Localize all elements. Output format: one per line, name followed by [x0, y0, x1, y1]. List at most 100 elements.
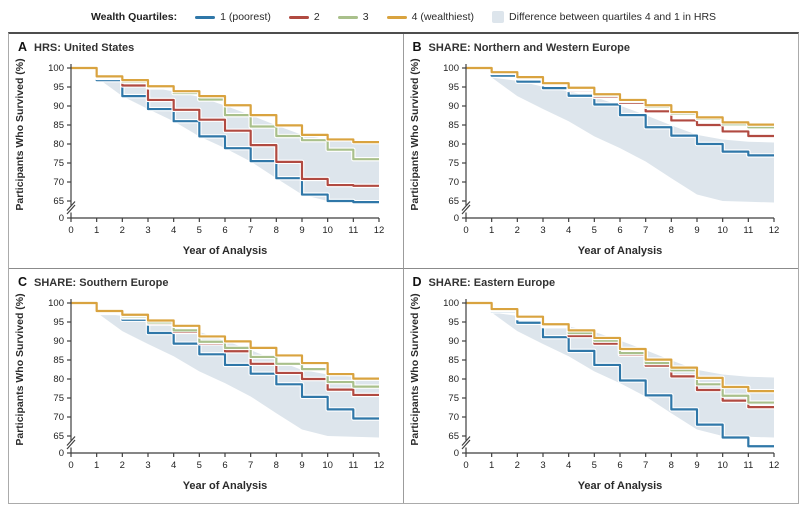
y-axis-title: Participants Who Survived (%)	[14, 293, 26, 445]
x-tick-label: 10	[717, 460, 728, 471]
quartile-1-curve	[465, 66, 774, 157]
y-tick-label: 90	[53, 101, 64, 112]
x-tick-label: 3	[540, 225, 545, 236]
y-tick-label: 70	[448, 412, 459, 423]
panel-a-title: A HRS: United States	[9, 37, 403, 56]
x-tick-label: 4	[566, 460, 571, 471]
x-tick-label: 6	[222, 225, 227, 236]
legend-title: Wealth Quartiles:	[90, 11, 178, 23]
legend-item-quartile-2: 2	[288, 11, 320, 23]
y-tick-label: 70	[448, 177, 459, 188]
quartile-4-curve	[71, 301, 379, 380]
y-tick-label: 85	[448, 355, 459, 366]
hrs-difference-band	[491, 312, 774, 438]
y-tick-label: 100	[48, 298, 64, 309]
x-tick-label: 9	[694, 225, 699, 236]
y-tick-label: 95	[53, 317, 64, 328]
panel-title-text: SHARE: Northern and Western Europe	[428, 42, 631, 54]
x-tick-label: 7	[248, 460, 253, 471]
x-tick-label: 2	[120, 460, 125, 471]
legend-item-label: 4 (wealthiest)	[411, 11, 475, 23]
y-tick-label: 75	[448, 393, 459, 404]
y-tick-label: 85	[53, 120, 64, 131]
quartile-4-line-swatch	[386, 15, 407, 19]
hrs-band-swatch	[492, 11, 505, 23]
legend-item-quartile-4: 4 (wealthiest)	[386, 11, 475, 23]
x-tick-label: 6	[617, 225, 622, 236]
panel-d-title: D SHARE: Eastern Europe	[404, 272, 799, 291]
panel-c-title: C SHARE: Southern Europe	[9, 272, 403, 291]
panel-letter: B	[412, 40, 422, 54]
panel-title-text: HRS: United States	[34, 42, 135, 54]
y-tick-label: 95	[448, 82, 459, 93]
y-tick-label: 0	[59, 448, 64, 459]
x-tick-label: 0	[463, 460, 468, 471]
panels-box: A HRS: United States 100 95 90 85 80 75 70 65 0 0 1…	[8, 32, 799, 504]
x-tick-label: 7	[248, 225, 253, 236]
x-tick-label: 9	[694, 460, 699, 471]
x-tick-label: 12	[374, 460, 385, 471]
x-tick-label: 12	[768, 225, 779, 236]
y-tick-label: 75	[53, 393, 64, 404]
quartile-2-curve	[71, 66, 379, 187]
legend-item-hrs-band: Difference between quartiles 4 and 1 in …	[492, 11, 716, 23]
panel-letter: D	[412, 274, 422, 289]
x-tick-label: 3	[540, 460, 545, 471]
x-tick-label: 3	[145, 460, 150, 471]
x-tick-label: 1	[489, 460, 494, 471]
y-axis-title: Participants Who Survived (%)	[409, 293, 421, 445]
y-tick-label: 95	[448, 317, 459, 328]
y-tick-label: 90	[53, 336, 64, 347]
x-tick-label: 1	[489, 225, 494, 236]
y-tick-label: 100	[443, 63, 459, 74]
y-tick-label: 95	[53, 82, 64, 93]
x-tick-label: 4	[171, 225, 176, 236]
x-tick-label: 9	[299, 225, 304, 236]
y-tick-label: 80	[53, 139, 64, 150]
legend-item-label: 2	[313, 11, 320, 23]
x-tick-label: 5	[197, 225, 202, 236]
panel-b-title: B SHARE: Northern and Western Europe	[404, 37, 799, 56]
x-tick-label: 8	[668, 460, 673, 471]
y-tick-label: 90	[448, 336, 459, 347]
axis-break-mark	[66, 439, 76, 449]
x-axis-title: Year of Analysis	[183, 245, 268, 257]
axis-break-mark	[66, 204, 76, 215]
y-tick-label: 100	[443, 298, 459, 309]
panel-d: D SHARE: Eastern Europe 100 95 90 85 80 75 70 65…	[404, 269, 799, 504]
x-tick-label: 8	[668, 225, 673, 236]
y-tick-label: 65	[448, 196, 459, 207]
axis-break-mark	[461, 439, 470, 449]
panel-letter: A	[18, 40, 28, 54]
y-tick-label: 80	[448, 374, 459, 385]
x-tick-label: 0	[463, 225, 468, 236]
y-tick-label: 0	[453, 213, 458, 224]
x-tick-label: 10	[322, 225, 333, 236]
x-tick-label: 7	[643, 460, 648, 471]
y-tick-label: 65	[53, 431, 64, 442]
y-tick-label: 75	[448, 158, 459, 169]
x-tick-label: 2	[120, 225, 125, 236]
x-tick-label: 0	[68, 225, 73, 236]
legend-item-quartile-3: 3	[337, 11, 369, 23]
y-tick-label: 75	[53, 158, 64, 169]
x-tick-label: 5	[591, 225, 596, 236]
y-tick-label: 80	[448, 139, 459, 150]
legend-item-label: 1 (poorest)	[220, 11, 271, 23]
x-tick-label: 12	[374, 225, 385, 236]
panel-title-text: SHARE: Southern Europe	[34, 276, 169, 289]
quartile-1-curve	[465, 301, 774, 447]
y-tick-label: 65	[53, 196, 64, 207]
panel-title-text: SHARE: Eastern Europe	[428, 276, 556, 289]
y-tick-label: 85	[53, 355, 64, 366]
x-tick-label: 6	[222, 460, 227, 471]
y-tick-label: 85	[448, 120, 459, 131]
x-axis-title: Year of Analysis	[577, 245, 662, 257]
panel-b: B SHARE: Northern and Western Europe 100 9…	[403, 34, 799, 269]
y-axis-title: Participants Who Survived (%)	[409, 58, 421, 210]
panel-a: A HRS: United States 100 95 90 85 80 75 70 65 0 0 1…	[9, 34, 404, 269]
